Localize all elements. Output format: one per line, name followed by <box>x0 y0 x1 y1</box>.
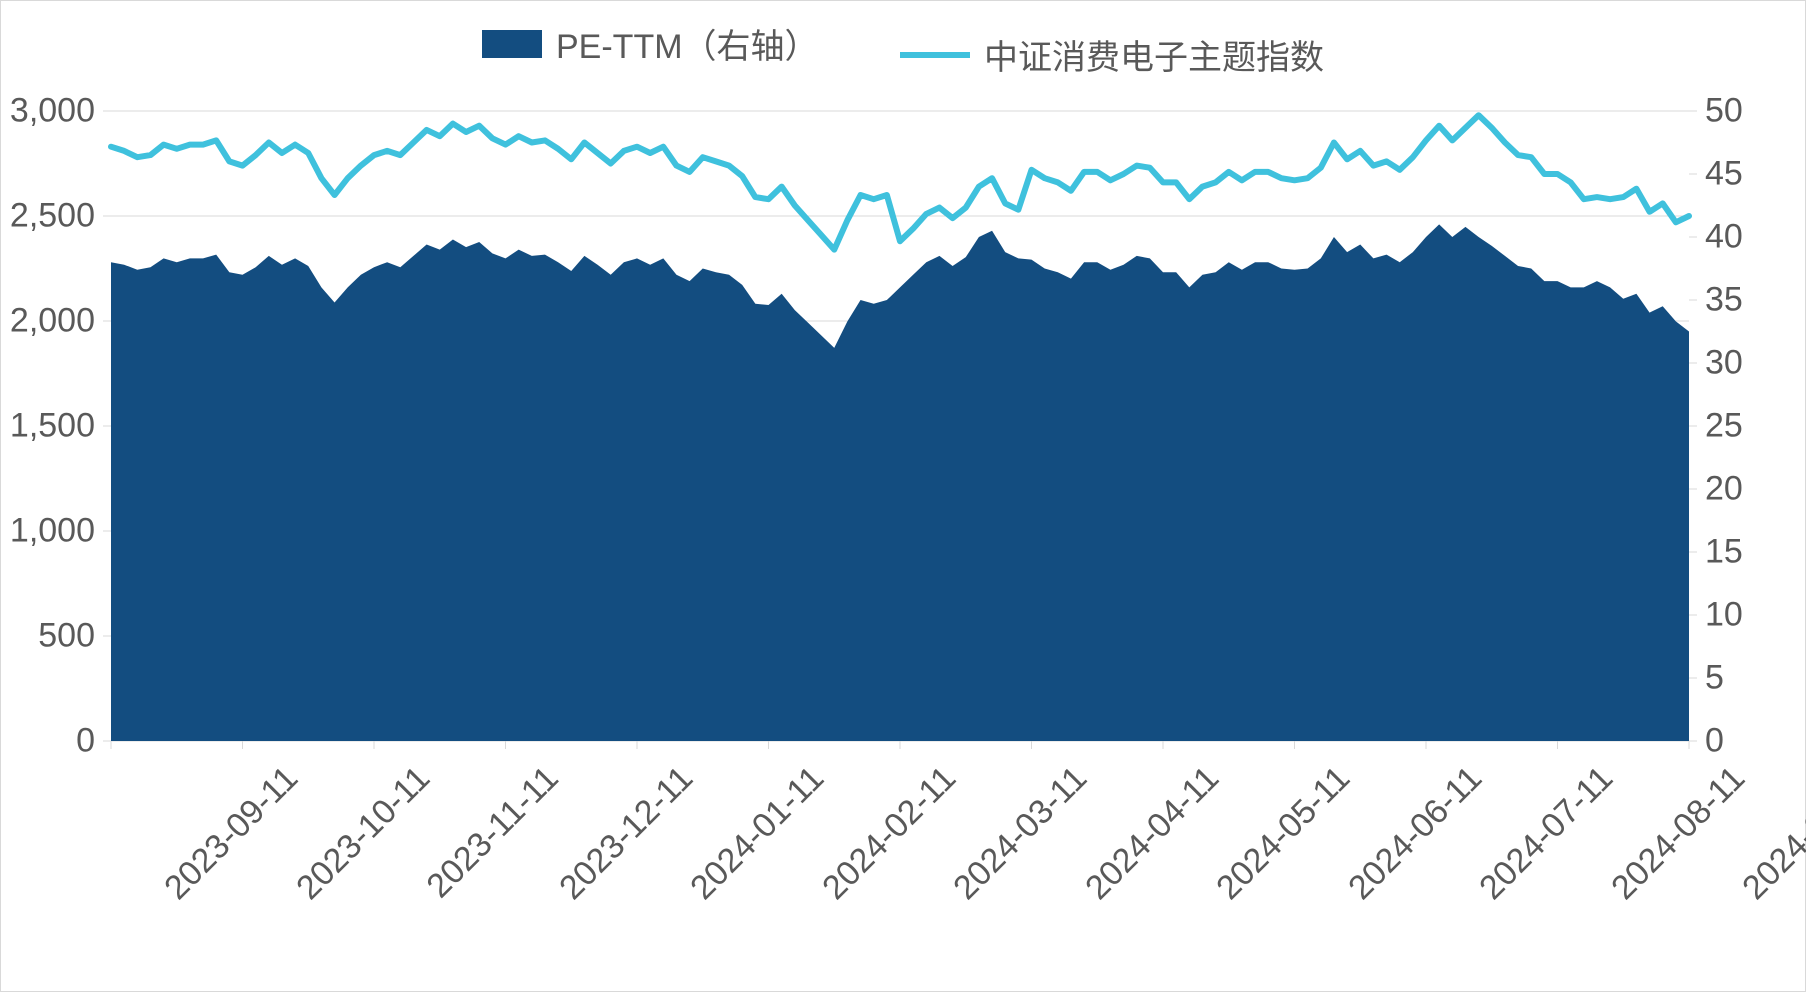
y-right-tick-label: 5 <box>1705 659 1724 698</box>
y-right-tick-label: 50 <box>1705 92 1743 131</box>
y-left-tick-label: 0 <box>1 722 95 761</box>
y-right-tick-label: 40 <box>1705 218 1743 257</box>
y-left-tick-label: 2,000 <box>1 302 95 341</box>
y-right-tick-label: 15 <box>1705 533 1743 572</box>
y-left-tick-label: 500 <box>1 617 95 656</box>
y-right-tick-label: 25 <box>1705 407 1743 446</box>
line-series-index <box>111 115 1689 249</box>
chart-container: PE-TTM（右轴） 中证消费电子主题指数 05001,0001,5002,00… <box>0 0 1806 992</box>
area-series-pe-ttm <box>111 224 1689 741</box>
y-left-tick-label: 1,000 <box>1 512 95 551</box>
y-right-tick-label: 0 <box>1705 722 1724 761</box>
y-right-tick-label: 10 <box>1705 596 1743 635</box>
y-left-tick-label: 3,000 <box>1 92 95 131</box>
y-right-tick-label: 20 <box>1705 470 1743 509</box>
y-left-tick-label: 2,500 <box>1 197 95 236</box>
y-right-tick-label: 45 <box>1705 155 1743 194</box>
y-left-tick-label: 1,500 <box>1 407 95 446</box>
y-right-tick-label: 35 <box>1705 281 1743 320</box>
y-right-tick-label: 30 <box>1705 344 1743 383</box>
